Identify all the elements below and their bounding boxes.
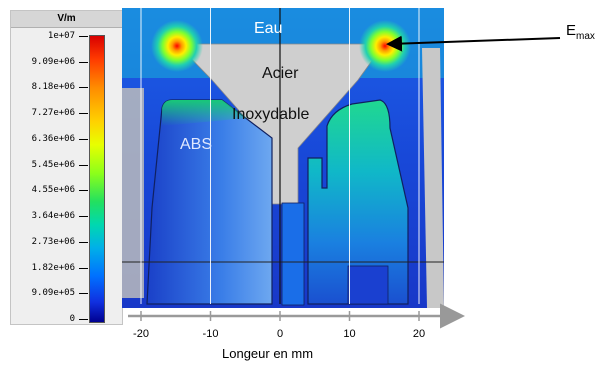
legend-tick-mark xyxy=(79,319,88,320)
legend-tick-label: 4.55e+06 xyxy=(31,185,75,196)
legend-tick-label: 9.09e+05 xyxy=(31,288,75,299)
legend-tick-mark xyxy=(79,241,88,243)
legend-tick-label: 9.09e+06 xyxy=(31,56,75,67)
legend-tick-label: 1e+07 xyxy=(47,31,75,41)
field-hotspot-left xyxy=(151,20,203,72)
x-axis-tick-label: 10 xyxy=(343,328,356,340)
legend-tick-label: 5.45e+06 xyxy=(31,159,75,170)
label-steel: Acier xyxy=(262,65,299,82)
left-housing xyxy=(122,88,144,298)
legend-tick-label: 8.18e+06 xyxy=(31,82,75,93)
legend-tick-label: 2.73e+06 xyxy=(31,236,75,247)
legend-tick-mark xyxy=(79,190,88,192)
label-stainless: Inoxydable xyxy=(232,106,310,123)
x-axis-tick-label: 20 xyxy=(412,328,426,340)
legend-tick-mark xyxy=(79,61,88,63)
legend-tick-mark xyxy=(79,138,88,140)
bottom-block-right xyxy=(347,265,389,305)
legend-tick-mark xyxy=(79,113,88,115)
legend-tick-label: 3.64e+06 xyxy=(31,211,75,222)
label-abs: ABS xyxy=(180,136,213,153)
legend-tick-mark xyxy=(79,36,88,37)
legend-tick-mark xyxy=(79,216,88,218)
legend-unit: V/m xyxy=(11,11,122,28)
field-legend: V/m 1e+07 9.09e+06 8.18e+06 7.27e+06 6.36e+0… xyxy=(10,10,123,325)
x-axis-title: Longeur en mm xyxy=(222,346,314,361)
legend-tick-label: 0 xyxy=(69,314,75,324)
field-simulation-view xyxy=(122,8,444,308)
legend-tick-label: 1.82e+06 xyxy=(31,262,75,273)
label-water: Eau xyxy=(254,20,283,37)
legend-tick-mark xyxy=(79,267,88,269)
legend-tick-mark xyxy=(79,87,88,89)
colorbar xyxy=(89,35,105,323)
field-hotspot-right xyxy=(359,20,411,72)
legend-tick-mark xyxy=(79,293,88,295)
x-axis-ticks xyxy=(140,311,420,321)
x-axis-tick-label: -20 xyxy=(133,328,149,340)
emax-arrow xyxy=(386,35,561,52)
gridlines xyxy=(140,8,420,304)
emax-label: Emax xyxy=(566,22,595,42)
right-housing xyxy=(422,48,444,308)
legend-tick-mark xyxy=(79,164,88,166)
dielectric-block-right xyxy=(307,99,409,305)
x-axis-tick-label: -10 xyxy=(202,328,219,340)
legend-tick-label: 7.27e+06 xyxy=(31,108,75,119)
x-axis-tick-label: 0 xyxy=(276,328,284,340)
legend-tick-label: 6.36e+06 xyxy=(31,133,75,144)
abs-top-highlight xyxy=(162,100,247,126)
center-strip xyxy=(281,202,305,306)
